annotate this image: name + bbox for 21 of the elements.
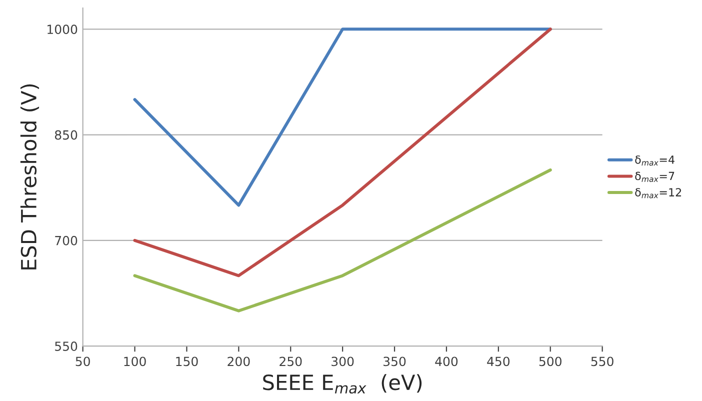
legend-label: δ$_{max}$=7: [635, 172, 674, 182]
legend-label: δ$_{max}$=12: [635, 188, 682, 198]
x-axis-title: SEEE E$_{max}$ (eV): [263, 374, 422, 394]
x-tick-label: 450: [487, 356, 510, 366]
legend-label: δ$_{max}$=4: [635, 155, 674, 166]
x-tick-label: 250: [280, 356, 302, 366]
x-tick-label: 150: [176, 356, 198, 366]
x-tick-label: 300: [332, 356, 354, 366]
line-series: [133, 28, 552, 278]
y-tick-label: 550: [55, 342, 78, 351]
x-tick-label: 550: [591, 356, 614, 366]
x-tick-label: 100: [124, 356, 146, 366]
x-tick-label: 500: [539, 356, 562, 366]
x-tick-label: 50: [76, 356, 90, 366]
y-tick-label: 1000: [48, 24, 78, 34]
x-tick-label: 400: [435, 356, 458, 366]
x-tick-label: 200: [228, 356, 250, 366]
y-tick-label: 850: [54, 130, 78, 140]
y-tick-label: 700: [55, 236, 78, 246]
y-axis-title: ESD Threshold (V): [20, 84, 40, 270]
x-tick-label: 350: [384, 356, 406, 366]
